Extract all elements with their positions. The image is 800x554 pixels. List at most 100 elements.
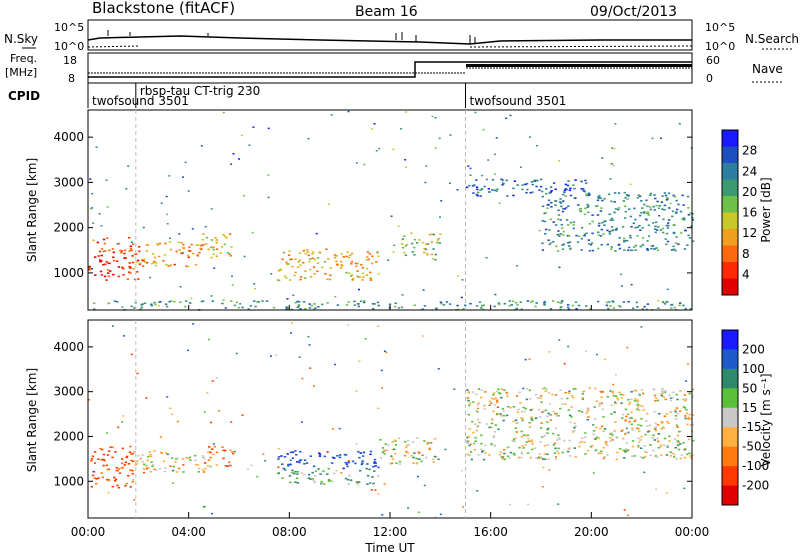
range-cell [678, 304, 681, 307]
colorbar-tick-label: 15 [742, 401, 757, 415]
range-cell [588, 223, 592, 225]
range-cell [660, 392, 663, 395]
range-cell [528, 358, 531, 360]
range-cell [560, 223, 563, 226]
range-cell [369, 453, 372, 456]
range-cell [312, 266, 316, 268]
range-cell [619, 393, 623, 396]
range-cell [92, 471, 95, 473]
range-cell [367, 258, 370, 261]
range-cell [369, 482, 372, 484]
range-cell [647, 214, 650, 216]
range-cell [622, 301, 625, 303]
range-cell [165, 303, 168, 305]
range-cell [568, 414, 572, 417]
range-cell [558, 339, 561, 341]
range-cell [210, 208, 213, 210]
range-cell [112, 273, 115, 276]
range-cell [375, 261, 378, 263]
range-cell [632, 246, 636, 248]
range-cell [288, 475, 292, 477]
range-cell [474, 436, 477, 439]
range-cell [506, 405, 510, 408]
range-cell [200, 145, 203, 147]
range-cell [468, 454, 471, 456]
range-cell [588, 193, 591, 196]
range-cell [410, 454, 413, 457]
range-cell [559, 198, 562, 200]
range-cell [361, 279, 364, 281]
range-cell [434, 516, 437, 519]
range-cell [131, 469, 134, 472]
range-cell [117, 275, 121, 278]
range-cell [633, 400, 637, 402]
range-cell [237, 306, 240, 309]
range-cell [168, 237, 171, 239]
range-cell [520, 436, 523, 438]
range-cell [431, 257, 435, 260]
range-cell [304, 252, 307, 255]
range-cell [585, 412, 588, 414]
range-cell [129, 445, 132, 448]
range-cell [492, 436, 496, 439]
range-cell [100, 458, 104, 461]
range-cell [316, 270, 319, 273]
range-cell [310, 304, 313, 307]
range-cell [102, 453, 105, 456]
range-cell [612, 383, 615, 386]
range-cell [356, 262, 359, 265]
range-cell [334, 295, 337, 298]
range-cell [117, 242, 121, 245]
range-cell [293, 274, 296, 277]
range-cell [640, 200, 643, 202]
range-cell [617, 305, 620, 307]
range-cell [624, 196, 627, 199]
range-cell [686, 423, 689, 426]
range-cell [187, 190, 190, 192]
range-cell [125, 482, 128, 485]
range-cell [683, 248, 687, 250]
range-cell [377, 325, 380, 327]
range-cell [223, 243, 226, 246]
range-cell [628, 246, 631, 249]
range-cell [505, 117, 508, 119]
range-cell [624, 210, 627, 213]
range-cell [597, 197, 601, 199]
range-cell [508, 305, 511, 307]
range-cell [542, 466, 545, 469]
range-cell [92, 222, 95, 224]
range-cell [435, 307, 438, 310]
range-cell [482, 450, 485, 452]
range-cell [557, 452, 560, 455]
range-cell [294, 301, 297, 304]
range-cell [376, 301, 380, 304]
range-cell [158, 242, 162, 245]
range-cell [638, 409, 641, 411]
range-cell [539, 185, 543, 188]
range-cell [398, 460, 402, 463]
range-cell [562, 234, 565, 236]
range-cell [292, 294, 295, 297]
range-cell [634, 244, 637, 247]
range-cell [404, 254, 408, 257]
range-cell [466, 442, 469, 444]
range-cell [424, 248, 428, 251]
range-cell [94, 462, 96, 464]
range-cell [357, 303, 360, 305]
range-cell [624, 451, 627, 453]
cpid-program-label: twofsound 3501 [92, 94, 189, 108]
range-cell [117, 486, 121, 489]
range-cell [677, 448, 681, 451]
range-cell [369, 271, 372, 274]
range-cell [475, 305, 479, 307]
range-cell [187, 457, 190, 459]
range-cell [421, 308, 424, 310]
range-cell [179, 286, 182, 288]
range-cell [468, 428, 471, 430]
range-cell [580, 249, 583, 251]
range-cell [673, 195, 677, 198]
range-cell [482, 304, 485, 306]
range-cell [88, 267, 91, 269]
range-cell [111, 325, 114, 327]
range-cell [580, 411, 584, 413]
